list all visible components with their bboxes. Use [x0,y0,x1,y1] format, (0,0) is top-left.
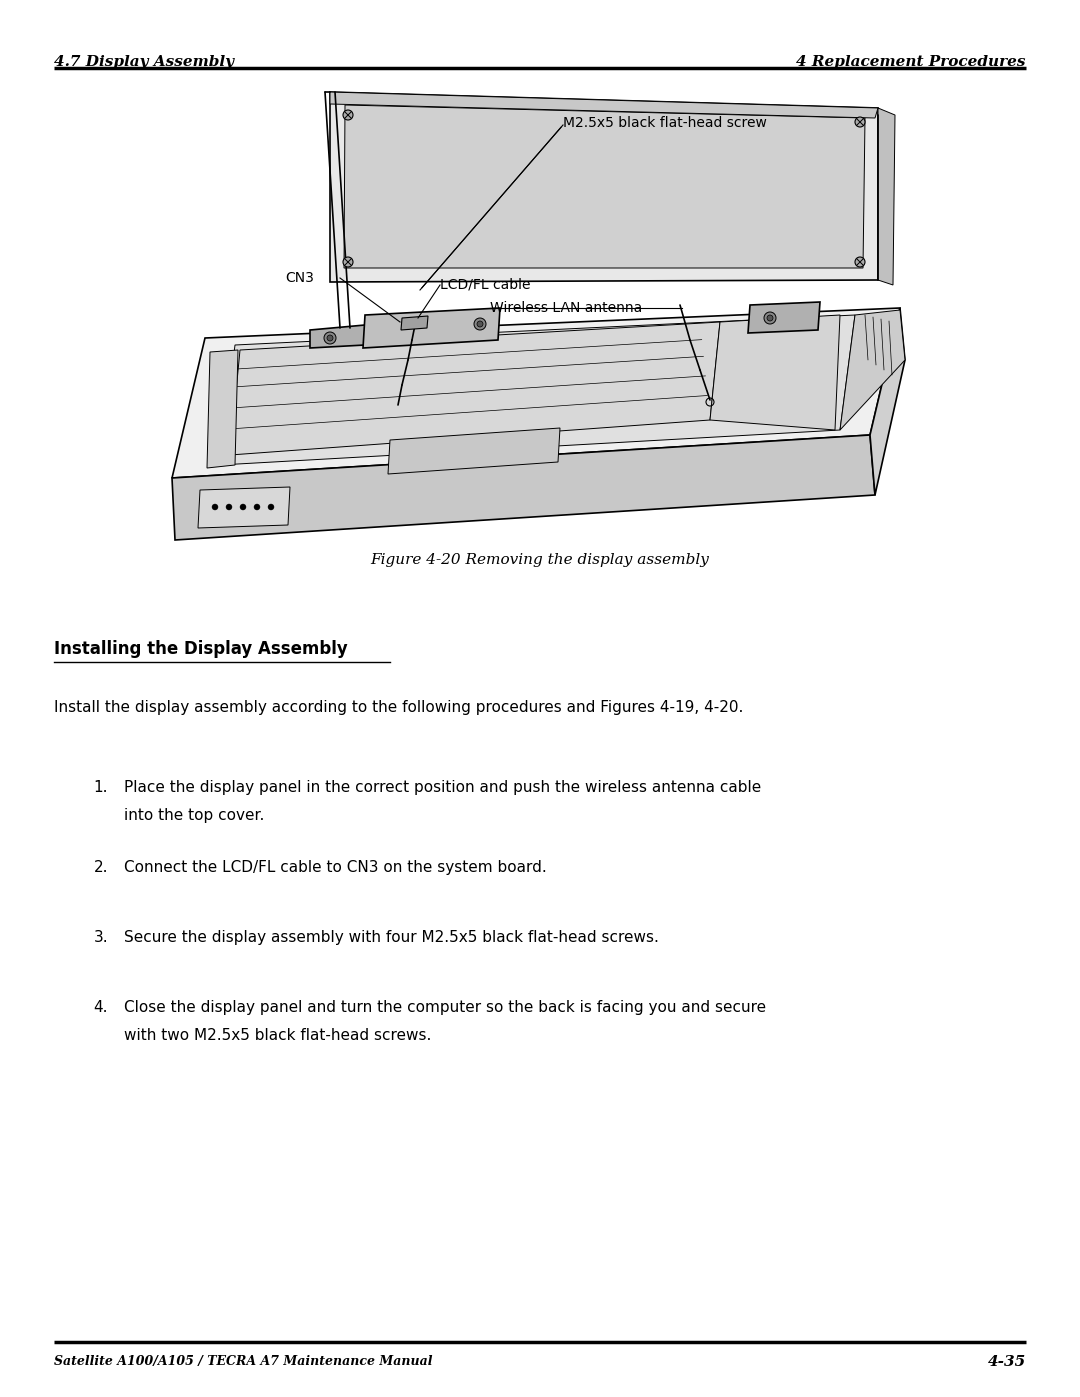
Text: Satellite A100/A105 / TECRA A7 Maintenance Manual: Satellite A100/A105 / TECRA A7 Maintenan… [54,1355,432,1368]
Circle shape [767,314,773,321]
Text: Place the display panel in the correct position and push the wireless antenna ca: Place the display panel in the correct p… [124,780,761,795]
Circle shape [474,319,486,330]
Text: with two M2.5x5 black flat-head screws.: with two M2.5x5 black flat-head screws. [124,1028,431,1044]
Text: Install the display assembly according to the following procedures and Figures 4: Install the display assembly according t… [54,700,743,715]
Polygon shape [363,307,500,348]
Text: Close the display panel and turn the computer so the back is facing you and secu: Close the display panel and turn the com… [124,1000,766,1016]
Text: Wireless LAN antenna: Wireless LAN antenna [490,300,643,314]
Text: 3.: 3. [93,930,108,944]
Text: 2.: 2. [94,861,108,875]
Polygon shape [172,434,875,541]
Polygon shape [207,351,238,468]
Polygon shape [330,92,878,117]
Circle shape [855,257,865,267]
Circle shape [477,321,483,327]
Circle shape [324,332,336,344]
Circle shape [343,110,353,120]
Polygon shape [401,316,428,330]
Circle shape [254,504,260,510]
Polygon shape [878,108,895,285]
Polygon shape [310,326,365,348]
Polygon shape [870,307,905,495]
Polygon shape [220,314,855,465]
Text: 4-35: 4-35 [988,1355,1026,1369]
Text: CN3: CN3 [285,271,314,285]
Text: 4.: 4. [94,1000,108,1016]
Text: LCD/FL cable: LCD/FL cable [440,278,530,292]
Circle shape [327,335,333,341]
Text: 4.7 Display Assembly: 4.7 Display Assembly [54,54,234,68]
Polygon shape [710,314,840,430]
Circle shape [855,117,865,127]
Text: Connect the LCD/FL cable to CN3 on the system board.: Connect the LCD/FL cable to CN3 on the s… [124,861,546,875]
Text: M2.5x5 black flat-head screw: M2.5x5 black flat-head screw [563,116,767,130]
Circle shape [226,504,232,510]
Text: 4 Replacement Procedures: 4 Replacement Procedures [797,54,1026,68]
Text: Secure the display assembly with four M2.5x5 black flat-head screws.: Secure the display assembly with four M2… [124,930,659,944]
Circle shape [240,504,246,510]
Text: 1.: 1. [94,780,108,795]
Text: into the top cover.: into the top cover. [124,807,265,823]
Circle shape [764,312,777,324]
Polygon shape [388,427,561,474]
Polygon shape [840,310,905,430]
Polygon shape [230,321,720,455]
Polygon shape [330,92,878,282]
Polygon shape [172,307,900,478]
Polygon shape [748,302,820,332]
Circle shape [343,257,353,267]
Circle shape [268,504,274,510]
Text: Figure 4-20 Removing the display assembly: Figure 4-20 Removing the display assembl… [370,553,710,567]
Circle shape [212,504,218,510]
Text: Installing the Display Assembly: Installing the Display Assembly [54,640,348,658]
Polygon shape [198,488,291,528]
Polygon shape [345,105,865,268]
